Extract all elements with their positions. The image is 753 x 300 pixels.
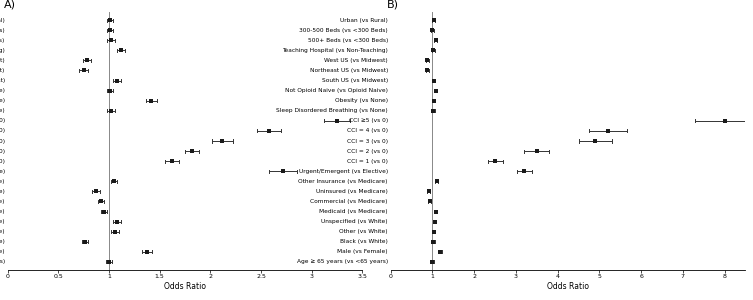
X-axis label: Odds Ratio: Odds Ratio [164, 282, 206, 291]
X-axis label: Odds Ratio: Odds Ratio [547, 282, 589, 291]
Text: A): A) [4, 0, 16, 9]
Text: B): B) [387, 0, 399, 9]
